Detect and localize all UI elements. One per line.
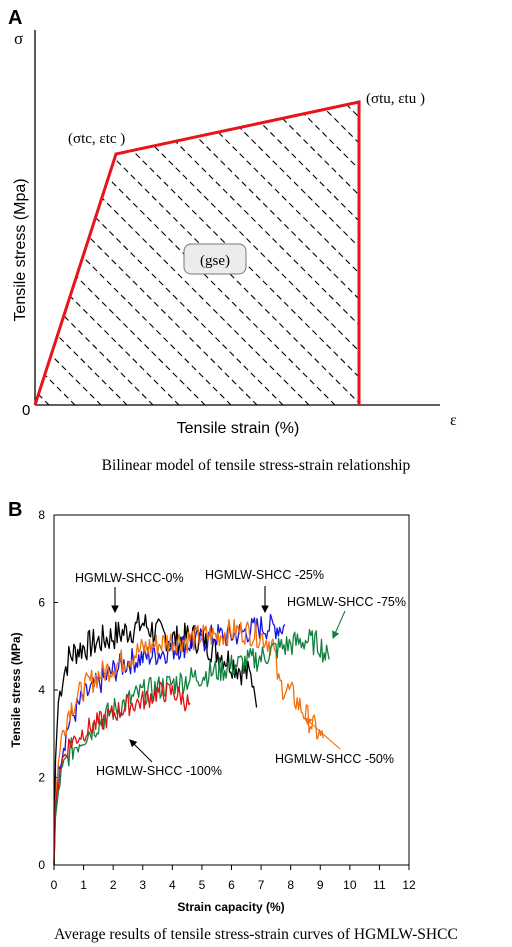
point-tu-label: (σtu, εtu ): [366, 91, 425, 107]
arrow-50pct: [304, 717, 341, 750]
energy-label: (gse): [200, 253, 230, 269]
x-tick-label: 0: [51, 878, 58, 892]
annotation-hgmlw-50pct: HGMLW-SHCC -50%: [275, 752, 394, 766]
plot-frame: [53, 514, 410, 866]
series-line: [53, 629, 330, 866]
y-tick-label: 0: [38, 858, 45, 872]
hatch-line: [35, 102, 325, 405]
y-axis-label: Tensile stress (Mpa): [12, 178, 29, 321]
hatch-line: [436, 90, 512, 420]
x-tick-label: 12: [402, 878, 416, 892]
hatch-line: [227, 102, 359, 405]
series-lines: [53, 611, 330, 866]
hatch-line: [97, 102, 359, 405]
hatch-line: [201, 102, 359, 405]
x-tick-label: 2: [110, 878, 117, 892]
x-tick-label: 9: [317, 878, 324, 892]
hatch-line: [305, 102, 359, 405]
annotation-hgmlw-100pct: HGMLW-SHCC -100%: [96, 764, 222, 778]
panel-label-b: B: [8, 500, 22, 521]
x-tick-label: 8: [287, 878, 294, 892]
panel-label-a: A: [8, 7, 22, 29]
origin-label: 0: [22, 402, 30, 419]
point-tc-label: (σtc, εtc ): [68, 131, 125, 147]
y-symbol-sigma: σ: [14, 29, 23, 48]
bilinear-model-curve: [33, 100, 361, 406]
hatch-line: [488, 90, 512, 420]
y-tick-label: 2: [38, 771, 45, 785]
x-tick-label: 10: [343, 878, 357, 892]
x-tick-label: 11: [373, 878, 386, 892]
hatch-line: [357, 102, 359, 405]
hatch-line: [253, 102, 359, 405]
y-tick-label: 6: [38, 596, 45, 610]
x-symbol-epsilon: ε: [450, 412, 457, 429]
x-tick-label: 1: [80, 878, 87, 892]
x-tick-label: 6: [228, 878, 235, 892]
hatch-line: [123, 102, 359, 405]
x-tick-label: 3: [139, 878, 146, 892]
series-line: [53, 618, 324, 866]
x-axis-label-b: Strain capacity (%): [177, 900, 284, 914]
hatch-line: [462, 90, 512, 420]
y-tick-label: 4: [38, 683, 45, 697]
series-line: [53, 681, 191, 866]
energy-label-box: [183, 243, 247, 275]
series-line: [53, 611, 258, 866]
y-axis-label-b: Tensile stress (MPa): [9, 632, 23, 747]
x-tick-labels: 0 1 2 3 4 5 6 7 8 9 10 11 12: [51, 865, 416, 892]
annotation-hgmlw-0pct: HGMLW-SHCC-0%: [75, 571, 184, 585]
annotation-hgmlw-25pct: HGMLW-SHCC -25%: [205, 568, 324, 582]
caption-b: Average results of tensile stress-strain…: [54, 926, 458, 943]
hatch-line: [35, 102, 273, 405]
hatch-line: [384, 90, 512, 420]
arrow-75pct: [332, 610, 346, 640]
annotation-hgmlw-75pct: HGMLW-SHCC -75%: [287, 595, 406, 609]
x-tick-label: 7: [258, 878, 265, 892]
x-tick-label: 4: [169, 878, 176, 892]
x-tick-label: 5: [199, 878, 206, 892]
arrow-100pct: [129, 739, 153, 763]
hatch-line: [175, 102, 359, 405]
annotation-arrows: [111, 586, 346, 763]
hatch-line: [410, 90, 512, 420]
x-axis-label: Tensile strain (%): [177, 420, 300, 437]
hatch-line: [35, 102, 299, 405]
hatch-line: [35, 102, 65, 405]
y-tick-label: 8: [38, 508, 45, 522]
caption-a: Bilinear model of tensile stress-strain …: [102, 457, 411, 474]
hatch-line: [149, 102, 359, 405]
bilinear-model-figure: A σ ε (gse) (σtc, εtc ) (σtu, εtu ) 0 Te…: [8, 7, 512, 474]
